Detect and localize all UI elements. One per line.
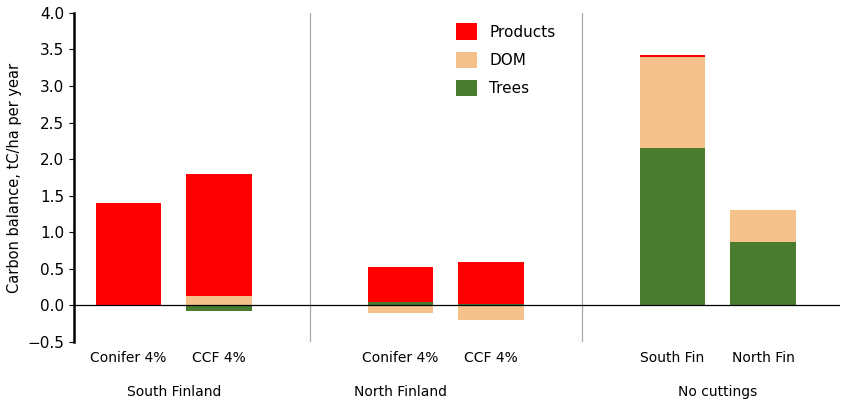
Text: South Finland: South Finland <box>126 385 221 399</box>
Bar <box>730 242 795 305</box>
Y-axis label: Carbon balance, tC/ha per year: Carbon balance, tC/ha per year <box>7 63 22 292</box>
Bar <box>96 203 161 305</box>
Bar <box>639 55 705 57</box>
Bar <box>368 302 433 305</box>
Text: North Finland: North Finland <box>354 385 447 399</box>
Bar <box>458 305 523 320</box>
Bar <box>186 296 252 305</box>
Bar <box>186 305 252 311</box>
Bar <box>368 267 433 302</box>
Bar <box>458 304 523 305</box>
Legend: Products, DOM, Trees: Products, DOM, Trees <box>450 17 562 103</box>
Text: No cuttings: No cuttings <box>678 385 757 399</box>
Bar <box>368 305 433 313</box>
Bar <box>639 148 705 305</box>
Bar <box>730 210 795 242</box>
Bar <box>186 174 252 296</box>
Bar <box>458 262 523 304</box>
Bar <box>639 57 705 148</box>
